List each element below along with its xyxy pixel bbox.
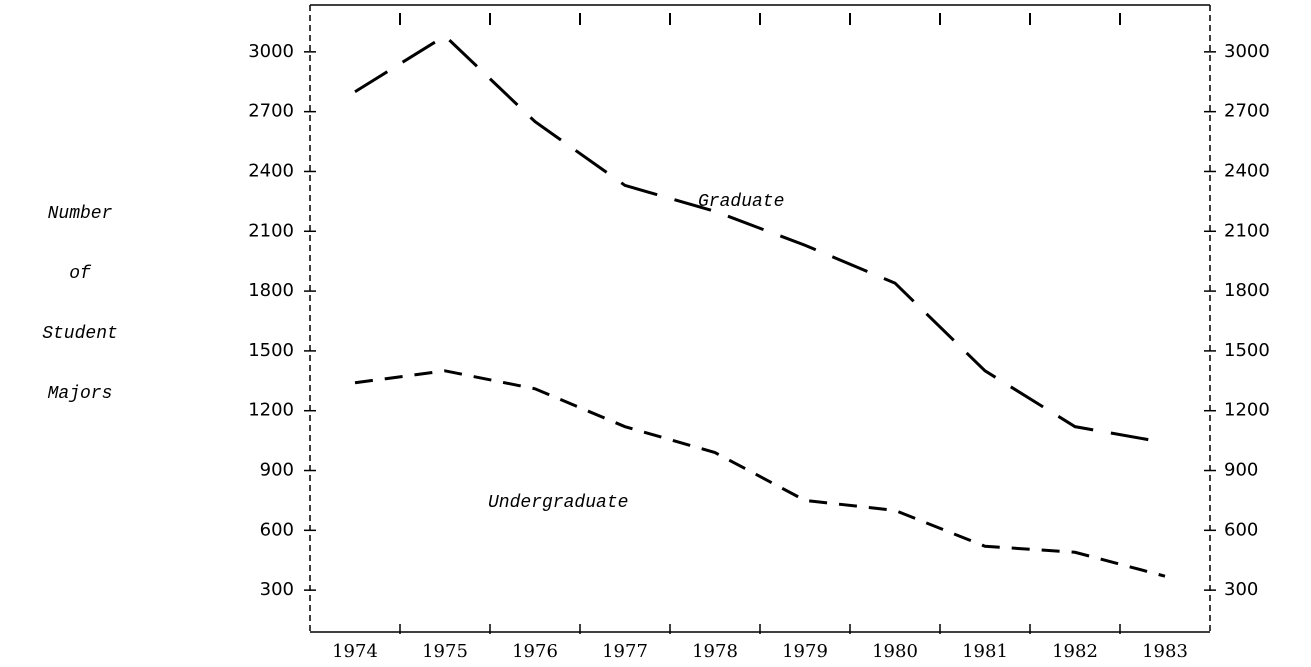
y-tick-label: 300 bbox=[260, 579, 294, 600]
y-tick-label: 2100 bbox=[248, 220, 294, 241]
y2-tick-label: 1500 bbox=[1224, 340, 1270, 361]
y-tick-label: 1500 bbox=[248, 340, 294, 361]
y2-tick-label: 1800 bbox=[1224, 280, 1270, 301]
y-tick-label: 1800 bbox=[248, 280, 294, 301]
y2-tick-label: 300 bbox=[1224, 579, 1258, 600]
y-tick-label: 2400 bbox=[248, 160, 294, 181]
x-tick-label: 1979 bbox=[782, 641, 828, 662]
series-line bbox=[354, 369, 1166, 578]
y2-tick-label: 2700 bbox=[1224, 101, 1270, 122]
x-tick-label: 1975 bbox=[422, 641, 468, 662]
series-annotation: Graduate bbox=[698, 192, 784, 212]
y2-tick-label: 1200 bbox=[1224, 400, 1270, 421]
y2-tick-label: 2100 bbox=[1224, 220, 1270, 241]
y2-tick-label: 900 bbox=[1224, 460, 1258, 481]
series-line bbox=[354, 34, 1166, 445]
y-tick-label: 600 bbox=[260, 519, 294, 540]
x-tick-label: 1977 bbox=[602, 641, 648, 662]
y-axis-label: Number bbox=[48, 204, 113, 224]
x-tick-label: 1978 bbox=[692, 641, 738, 662]
y-axis-label: Majors bbox=[48, 384, 113, 404]
x-tick-label: 1983 bbox=[1142, 641, 1188, 662]
x-tick-label: 1980 bbox=[872, 641, 918, 662]
y-tick-label: 1200 bbox=[248, 400, 294, 421]
series-annotation: Undergraduate bbox=[488, 493, 628, 513]
y-tick-label: 2700 bbox=[248, 101, 294, 122]
y2-tick-label: 600 bbox=[1224, 519, 1258, 540]
y2-tick-label: 2400 bbox=[1224, 160, 1270, 181]
x-tick-label: 1976 bbox=[512, 641, 558, 662]
y-tick-label: 900 bbox=[260, 460, 294, 481]
y-axis-label: of bbox=[69, 264, 92, 284]
y-tick-label: 3000 bbox=[248, 41, 294, 62]
y-axis-label: Student bbox=[42, 324, 118, 344]
y2-tick-label: 3000 bbox=[1224, 41, 1270, 62]
x-tick-label: 1981 bbox=[962, 641, 1008, 662]
x-tick-label: 1974 bbox=[332, 641, 378, 662]
x-tick-label: 1982 bbox=[1052, 641, 1098, 662]
